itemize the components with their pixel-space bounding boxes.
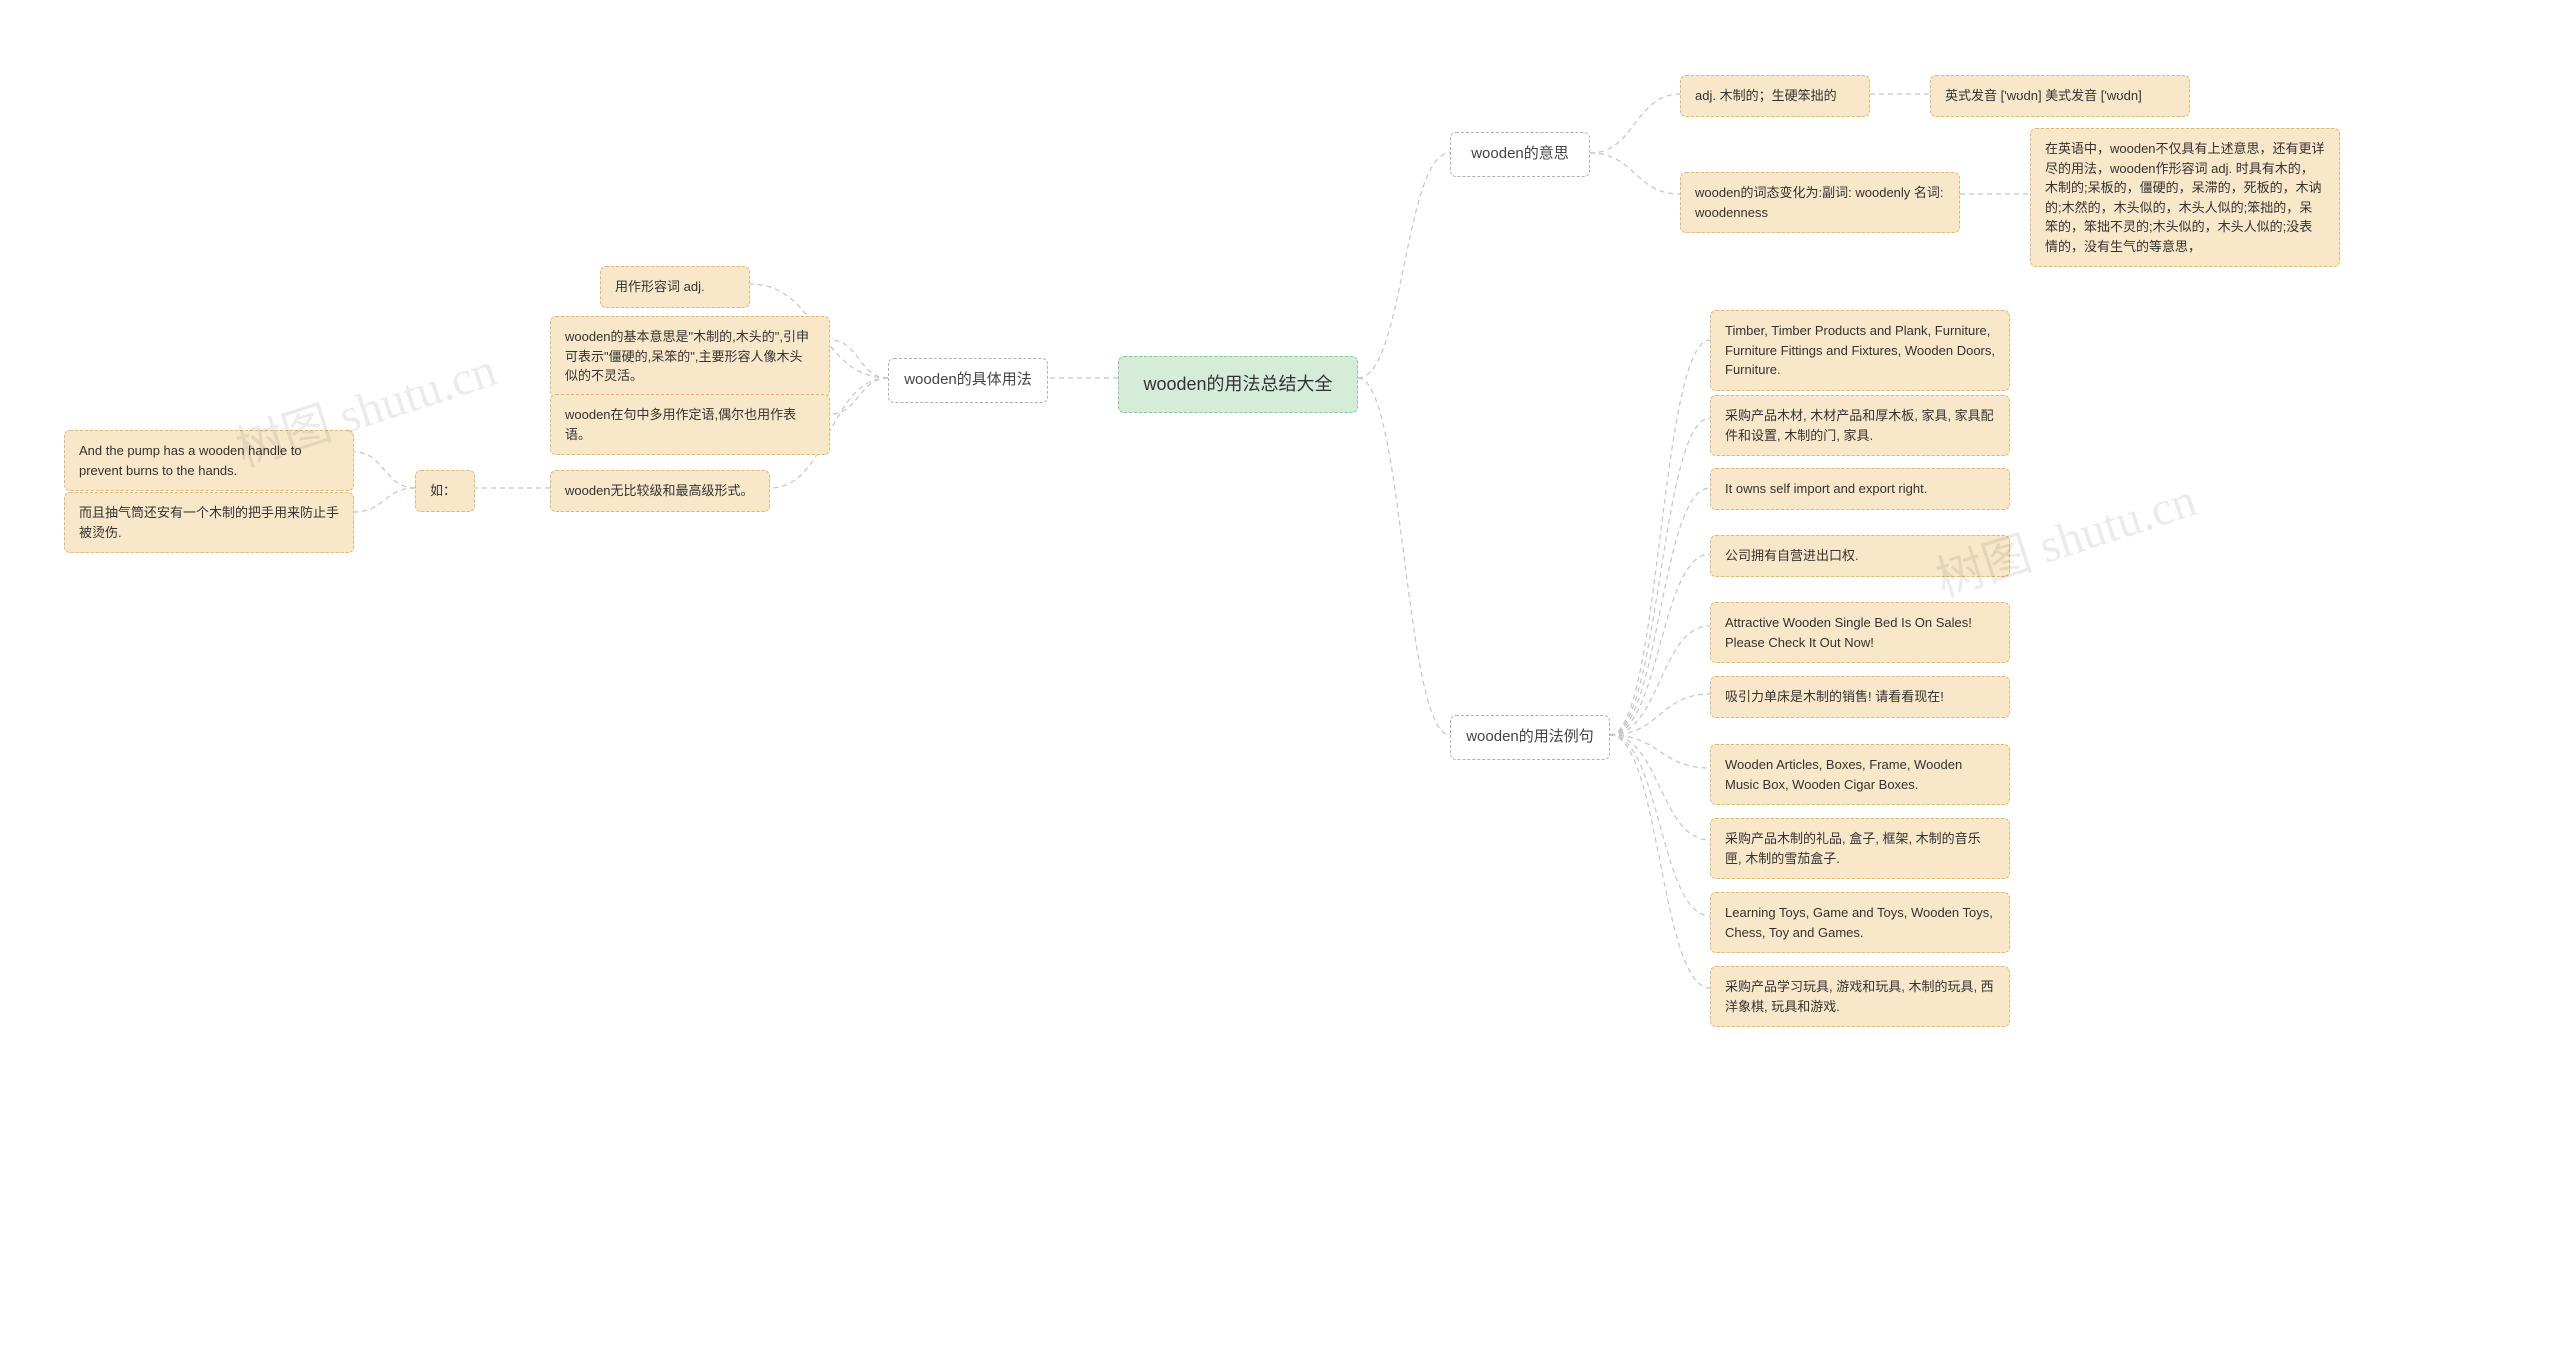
leaf-ex-timber-cn[interactable]: 采购产品木材, 木材产品和厚木板, 家具, 家具配件和设置, 木制的门, 家具. xyxy=(1710,395,2010,456)
leaf-usage-ex2[interactable]: 而且抽气筒还安有一个木制的把手用来防止手被烫伤. xyxy=(64,492,354,553)
leaf-ex-import-cn[interactable]: 公司拥有自营进出口权. xyxy=(1710,535,2010,577)
leaf-usage-ex1[interactable]: And the pump has a wooden handle to prev… xyxy=(64,430,354,491)
leaf-meaning-pron[interactable]: 英式发音 ['wʊdn] 美式发音 ['wʊdn] xyxy=(1930,75,2190,117)
leaf-usage-compare[interactable]: wooden无比较级和最高级形式。 xyxy=(550,470,770,512)
leaf-ex-bed-cn[interactable]: 吸引力单床是木制的销售! 请看看现在! xyxy=(1710,676,2010,718)
leaf-ex-art-cn[interactable]: 采购产品木制的礼品, 盒子, 框架, 木制的音乐匣, 木制的雪茄盒子. xyxy=(1710,818,2010,879)
leaf-usage-adj[interactable]: 用作形容词 adj. xyxy=(600,266,750,308)
leaf-usage-basic[interactable]: wooden的基本意思是"木制的,木头的",引申可表示"僵硬的,呆笨的",主要形… xyxy=(550,316,830,397)
leaf-ex-bed-en[interactable]: Attractive Wooden Single Bed Is On Sales… xyxy=(1710,602,2010,663)
leaf-ex-art-en[interactable]: Wooden Articles, Boxes, Frame, Wooden Mu… xyxy=(1710,744,2010,805)
leaf-ex-toy-en[interactable]: Learning Toys, Game and Toys, Wooden Toy… xyxy=(1710,892,2010,953)
leaf-ex-timber-en[interactable]: Timber, Timber Products and Plank, Furni… xyxy=(1710,310,2010,391)
branch-usage[interactable]: wooden的具体用法 xyxy=(888,358,1048,403)
leaf-meaning-forms[interactable]: wooden的词态变化为:副词: woodenly 名词: woodenness xyxy=(1680,172,1960,233)
leaf-usage-eg[interactable]: 如： xyxy=(415,470,475,512)
leaf-ex-toy-cn[interactable]: 采购产品学习玩具, 游戏和玩具, 木制的玩具, 西洋象棋, 玩具和游戏. xyxy=(1710,966,2010,1027)
leaf-meaning-adj[interactable]: adj. 木制的；生硬笨拙的 xyxy=(1680,75,1870,117)
root-node[interactable]: wooden的用法总结大全 xyxy=(1118,356,1358,413)
leaf-meaning-detail[interactable]: 在英语中，wooden不仅具有上述意思，还有更详尽的用法，wooden作形容词 … xyxy=(2030,128,2340,267)
leaf-ex-import-en[interactable]: It owns self import and export right. xyxy=(1710,468,2010,510)
branch-examples[interactable]: wooden的用法例句 xyxy=(1450,715,1610,760)
branch-meaning[interactable]: wooden的意思 xyxy=(1450,132,1590,177)
leaf-usage-sentence[interactable]: wooden在句中多用作定语,偶尔也用作表语。 xyxy=(550,394,830,455)
